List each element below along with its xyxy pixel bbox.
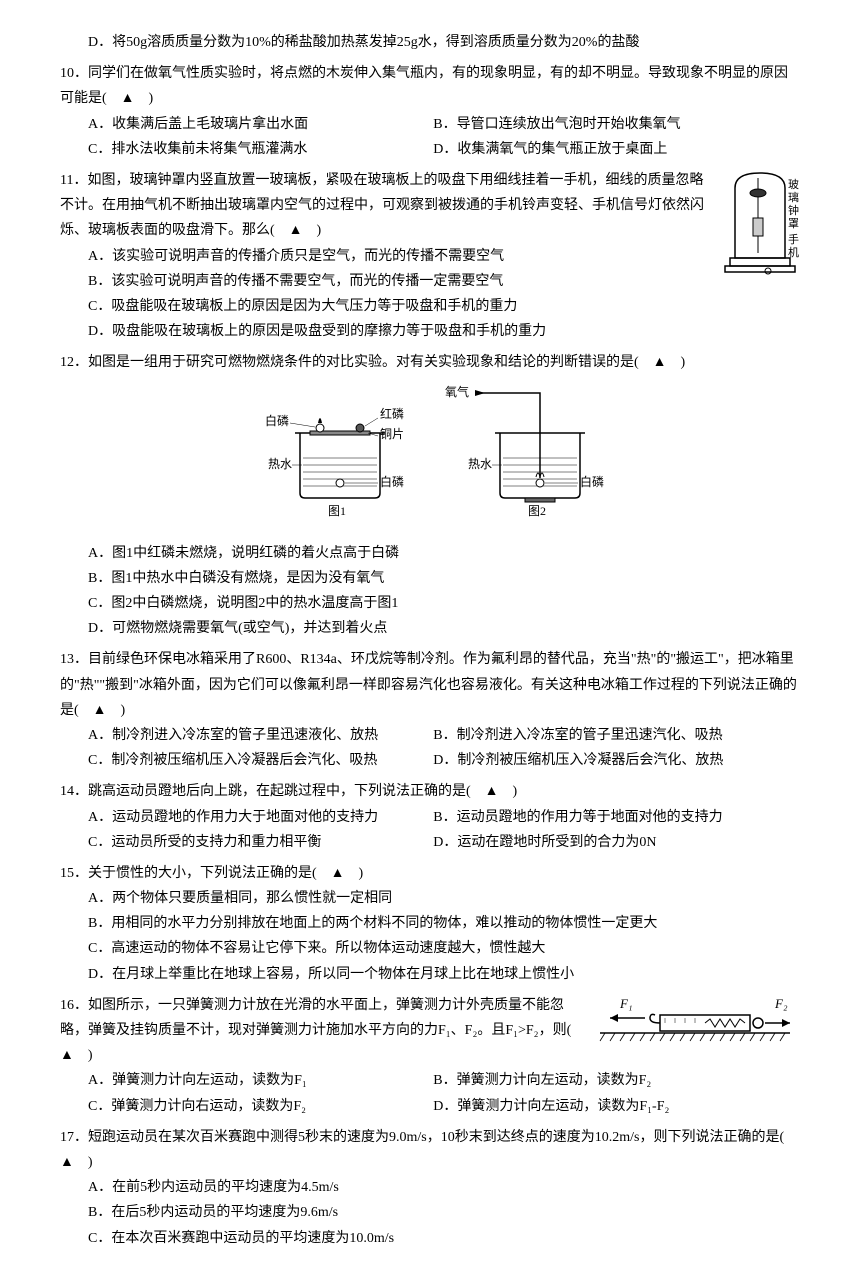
option-b: B．图1中热水中白磷没有燃烧，是因为没有氧气 — [88, 566, 800, 591]
svg-text:罩: 罩 — [788, 217, 799, 230]
svg-text:图2: 图2 — [528, 504, 546, 518]
svg-text:热水: 热水 — [268, 457, 292, 471]
question-16: F₁ F₂ 16．如图所示，一只弹簧测力计放在光滑的水平面上，弹簧测力计外壳质量… — [60, 993, 800, 1119]
svg-text:氧气: 氧气 — [445, 384, 469, 399]
option-d: D．制冷剂被压缩机压入冷凝器后会汽化、放热 — [433, 748, 775, 773]
option-b: B．制冷剂进入冷冻室的管子里迅速汽化、吸热 — [433, 723, 775, 748]
option-a: A．收集满后盖上毛玻璃片拿出水面 — [88, 112, 430, 137]
option-c: C．弹簧测力计向右运动，读数为F₂ — [88, 1094, 430, 1119]
option-d: D．在月球上举重比在地球上容易，所以同一个物体在月球上比在地球上惯性小 — [88, 962, 800, 987]
question-13: 13．目前绿色环保电冰箱采用了R600、R134a、环戊烷等制冷剂。作为氟利昂的… — [60, 647, 800, 773]
svg-text:F₂: F₂ — [774, 996, 788, 1011]
question-14: 14．跳高运动员蹬地后向上跳，在起跳过程中，下列说法正确的是( ▲ ) A．运动… — [60, 779, 800, 855]
option-d: D．运动在蹬地时所受到的合力为0N — [433, 830, 775, 855]
combustion-figure: 白磷 红磷 铜片 热水 白磷 图1 — [60, 383, 800, 532]
option-b: B．在后5秒内运动员的平均速度为9.6m/s — [88, 1200, 800, 1225]
option-label: D． — [88, 35, 112, 50]
option-a: A．该实验可说明声音的传播介质只是空气，而光的传播不需要空气 — [88, 244, 800, 269]
bell-jar-figure: 玻 璃 钟 罩 手 机 — [720, 168, 800, 297]
option-b: B．导管口连续放出气泡时开始收集氧气 — [433, 112, 775, 137]
option-d: D．吸盘能吸在玻璃板上的原因是吸盘受到的摩擦力等于吸盘和手机的重力 — [88, 319, 800, 344]
spring-scale-figure: F₁ F₂ — [590, 993, 800, 1057]
option-text: 将50g溶质质量分数为10%的稀盐酸加热蒸发掉25g水，得到溶质质量分数为20%… — [112, 35, 639, 50]
question-text: 同学们在做氧气性质实验时，将点燃的木炭伸入集气瓶内，有的现象明显，有的却不明显。… — [60, 66, 788, 106]
question-number: 13． — [60, 652, 88, 667]
svg-text:白磷: 白磷 — [265, 413, 289, 428]
option-c: C．图2中白磷燃烧，说明图2中的热水温度高于图1 — [88, 591, 800, 616]
question-12: 12．如图是一组用于研究可燃物燃烧条件的对比实验。对有关实验现象和结论的判断错误… — [60, 350, 800, 641]
svg-text:玻: 玻 — [788, 178, 799, 191]
option-b: B．用相同的水平力分别排放在地面上的两个材料不同的物体，难以推动的物体惯性一定更… — [88, 911, 800, 936]
question-number: 12． — [60, 355, 88, 370]
question-text: 短跑运动员在某次百米赛跑中测得5秒末的速度为9.0m/s，10秒末到达终点的速度… — [60, 1130, 798, 1170]
option-c: C．吸盘能吸在玻璃板上的原因是因为大气压力等于吸盘和手机的重力 — [88, 294, 800, 319]
question-15: 15．关于惯性的大小，下列说法正确的是( ▲ ) A．两个物体只要质量相同，那么… — [60, 861, 800, 987]
svg-text:红磷: 红磷 — [380, 406, 404, 421]
question-number: 11． — [60, 173, 87, 188]
question-10: 10．同学们在做氧气性质实验时，将点燃的木炭伸入集气瓶内，有的现象明显，有的却不… — [60, 61, 800, 162]
option-d: D．弹簧测力计向左运动，读数为F₁-F₂ — [433, 1094, 775, 1119]
option-c: C．高速运动的物体不容易让它停下来。所以物体运动速度越大，惯性越大 — [88, 936, 800, 961]
svg-text:F₁: F₁ — [619, 996, 632, 1011]
option-d: D．可燃物燃烧需要氧气(或空气)，并达到着火点 — [88, 616, 800, 641]
option-a: A．运动员蹬地的作用力大于地面对他的支持力 — [88, 805, 430, 830]
question-number: 16． — [60, 998, 88, 1013]
question-number: 15． — [60, 866, 88, 881]
svg-text:钟: 钟 — [788, 203, 799, 217]
svg-text:机: 机 — [788, 245, 799, 259]
option-9d: D．将50g溶质质量分数为10%的稀盐酸加热蒸发掉25g水，得到溶质质量分数为2… — [88, 30, 800, 55]
svg-text:图1: 图1 — [328, 504, 346, 518]
question-11: 玻 璃 钟 罩 手 机 11．如图，玻璃钟罩内竖直放置一玻璃板，紧吸在玻璃板上的… — [60, 168, 800, 344]
option-d: D．收集满氧气的集气瓶正放于桌面上 — [433, 137, 775, 162]
svg-text:白磷: 白磷 — [380, 474, 404, 489]
question-number: 10． — [60, 66, 88, 81]
question-number: 14． — [60, 784, 88, 799]
question-text: 如图，玻璃钟罩内竖直放置一玻璃板，紧吸在玻璃板上的吸盘下用细线挂着一手机，细线的… — [60, 173, 704, 238]
option-b: B．运动员蹬地的作用力等于地面对他的支持力 — [433, 805, 775, 830]
option-c: C．运动员所受的支持力和重力相平衡 — [88, 830, 430, 855]
option-c: C．在本次百米赛跑中运动员的平均速度为10.0m/s — [88, 1226, 800, 1251]
svg-text:白磷: 白磷 — [580, 474, 604, 489]
question-text: 跳高运动员蹬地后向上跳，在起跳过程中，下列说法正确的是( ▲ ) — [88, 784, 517, 799]
svg-text:热水: 热水 — [468, 457, 492, 471]
option-a: A．弹簧测力计向左运动，读数为F₁ — [88, 1068, 430, 1093]
option-a: A．图1中红磷未燃烧，说明红磷的着火点高于白磷 — [88, 541, 800, 566]
option-a: A．在前5秒内运动员的平均速度为4.5m/s — [88, 1175, 800, 1200]
option-c: C．排水法收集前未将集气瓶灌满水 — [88, 137, 430, 162]
question-text: 关于惯性的大小，下列说法正确的是( ▲ ) — [88, 866, 363, 881]
question-text: 目前绿色环保电冰箱采用了R600、R134a、环戊烷等制冷剂。作为氟利昂的替代品… — [60, 652, 797, 717]
option-b: B．弹簧测力计向左运动，读数为F₂ — [433, 1068, 775, 1093]
question-text: 如图是一组用于研究可燃物燃烧条件的对比实验。对有关实验现象和结论的判断错误的是(… — [88, 355, 685, 370]
option-a: A．两个物体只要质量相同，那么惯性就一定相同 — [88, 886, 800, 911]
option-a: A．制冷剂进入冷冻室的管子里迅速液化、放热 — [88, 723, 430, 748]
question-number: 17． — [60, 1130, 88, 1145]
option-b: B．该实验可说明声音的传播不需要空气，而光的传播一定需要空气 — [88, 269, 800, 294]
svg-text:璃: 璃 — [788, 190, 799, 204]
svg-text:铜片: 铜片 — [380, 426, 404, 441]
option-c: C．制冷剂被压缩机压入冷凝器后会汽化、吸热 — [88, 748, 430, 773]
question-9d: D．将50g溶质质量分数为10%的稀盐酸加热蒸发掉25g水，得到溶质质量分数为2… — [60, 30, 800, 55]
svg-text:手: 手 — [788, 232, 799, 246]
question-17: 17．短跑运动员在某次百米赛跑中测得5秒末的速度为9.0m/s，10秒末到达终点… — [60, 1125, 800, 1251]
